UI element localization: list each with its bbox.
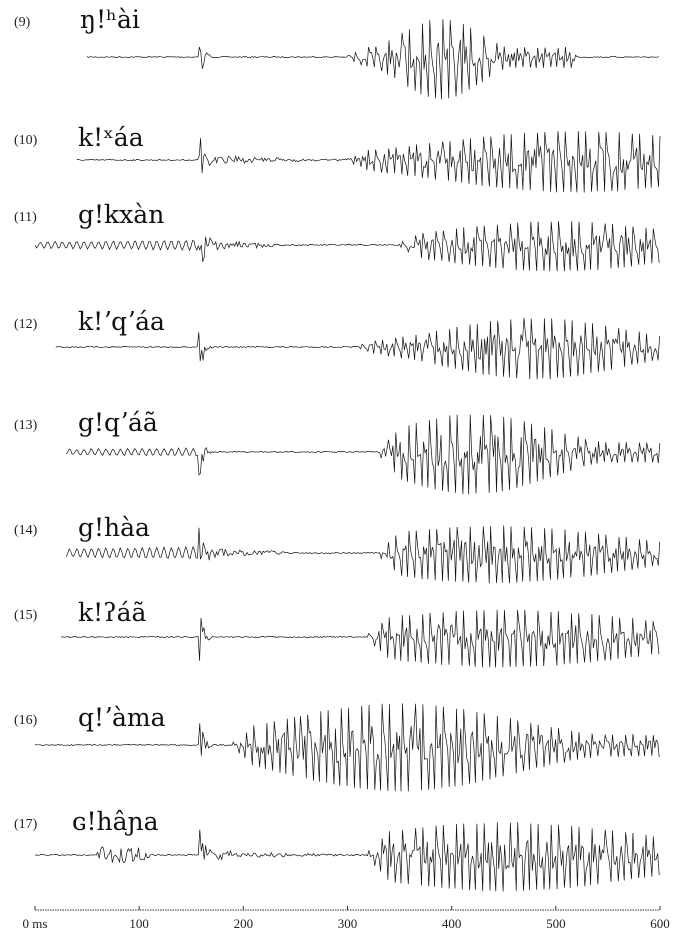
example-word: q!ʼàma — [78, 703, 166, 732]
example-number: (15) — [14, 608, 38, 623]
example-word: k!ʔáã — [78, 598, 147, 627]
waveform — [34, 822, 660, 892]
example-number: (14) — [14, 523, 38, 538]
waveform — [66, 414, 661, 495]
example-number: (17) — [14, 817, 38, 832]
waveform — [34, 703, 660, 792]
example-word: g!qʼáã — [78, 408, 158, 437]
waveform — [34, 221, 660, 272]
example-word: g!kxàn — [78, 200, 164, 229]
waveform — [65, 525, 661, 584]
example-number: (13) — [14, 418, 38, 433]
tick-label: 300 — [338, 916, 358, 931]
tick-label: 100 — [129, 916, 149, 931]
waveform — [76, 131, 661, 193]
tick-label: 200 — [234, 916, 254, 931]
waveform — [60, 609, 660, 668]
example-word: k!ʼqʼáa — [78, 307, 165, 336]
example-number: (10) — [14, 133, 38, 148]
example-number: (11) — [14, 210, 37, 225]
example-number: (9) — [14, 15, 31, 30]
example-word: k!ˣáa — [78, 123, 144, 152]
example-word: ŋ!ʰài — [80, 5, 140, 34]
tick-label: 600 — [650, 916, 670, 931]
example-number: (16) — [14, 713, 38, 728]
example-number: (12) — [14, 317, 38, 332]
tick-label: 0 ms — [23, 916, 48, 931]
example-word: g!hàa — [78, 513, 150, 542]
waveform — [86, 19, 659, 100]
tick-label: 400 — [442, 916, 462, 931]
tick-label: 500 — [546, 916, 566, 931]
example-word: ɢ!hâɲa — [72, 807, 159, 836]
waveform — [55, 317, 660, 380]
